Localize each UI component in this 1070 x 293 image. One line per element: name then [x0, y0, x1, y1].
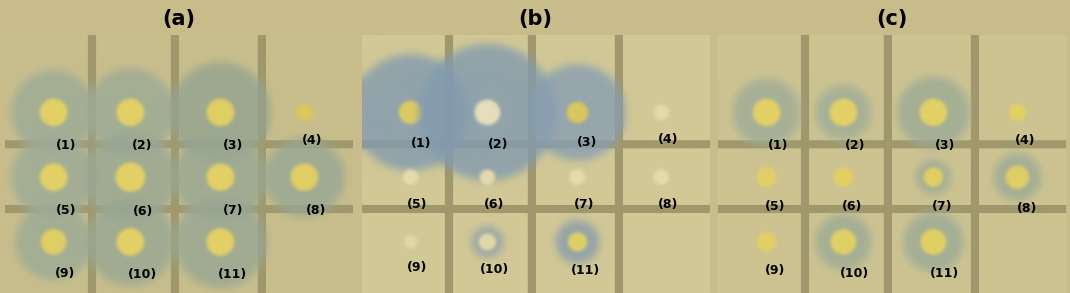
Text: (8): (8): [306, 204, 326, 217]
Text: (4): (4): [1014, 134, 1035, 147]
Text: (4): (4): [658, 133, 678, 146]
Text: (b): (b): [519, 9, 552, 29]
Text: (c): (c): [876, 9, 907, 29]
Text: (4): (4): [302, 134, 322, 147]
Text: (9): (9): [407, 261, 427, 274]
Text: (2): (2): [845, 139, 866, 152]
Text: (9): (9): [55, 267, 75, 280]
Text: (3): (3): [935, 139, 956, 152]
Text: (1): (1): [768, 139, 789, 152]
Text: (7): (7): [223, 204, 243, 217]
Text: (7): (7): [575, 198, 595, 211]
Text: (11): (11): [571, 264, 600, 277]
Text: (1): (1): [56, 139, 76, 152]
Text: (6): (6): [484, 198, 504, 211]
Text: (10): (10): [840, 267, 869, 280]
Text: (2): (2): [488, 138, 508, 151]
Text: (6): (6): [842, 200, 862, 213]
Text: (10): (10): [480, 263, 509, 276]
Text: (11): (11): [930, 267, 960, 280]
Text: (11): (11): [218, 268, 247, 281]
Text: (10): (10): [128, 268, 157, 281]
Text: (2): (2): [133, 139, 153, 152]
Text: (1): (1): [411, 137, 431, 150]
Text: (8): (8): [1018, 202, 1038, 215]
Text: (6): (6): [133, 205, 153, 218]
Text: (a): (a): [163, 9, 196, 29]
Text: (7): (7): [932, 200, 952, 213]
Text: (5): (5): [56, 204, 76, 217]
Text: (9): (9): [765, 264, 785, 277]
Text: (3): (3): [577, 136, 597, 149]
Text: (5): (5): [765, 200, 785, 213]
Text: (8): (8): [658, 198, 678, 211]
Text: (5): (5): [408, 198, 428, 211]
Text: (3): (3): [223, 139, 243, 152]
